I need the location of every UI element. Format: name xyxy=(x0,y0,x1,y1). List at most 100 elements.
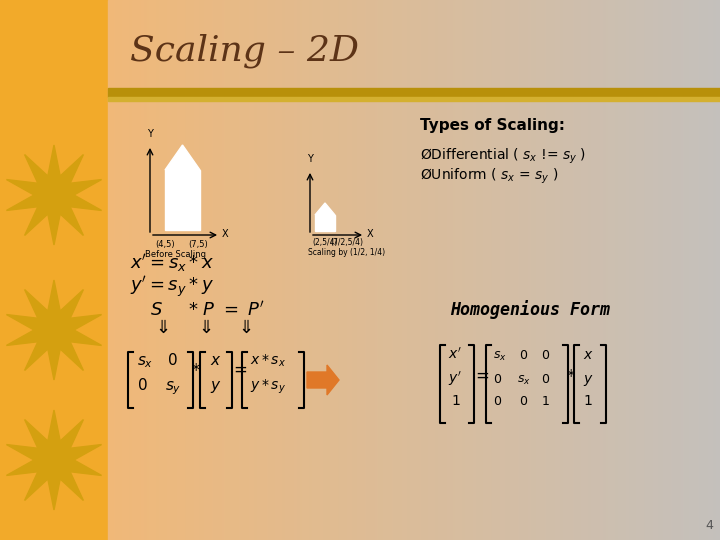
Text: $*\ P\ =\ P'$: $*\ P\ =\ P'$ xyxy=(188,300,265,319)
Bar xyxy=(122,0,125,540)
Bar xyxy=(220,0,223,540)
Bar xyxy=(155,0,158,540)
Bar xyxy=(571,0,574,540)
Bar xyxy=(505,0,509,540)
Bar xyxy=(524,0,527,540)
Text: $y' = s_y * y$: $y' = s_y * y$ xyxy=(130,275,214,300)
Bar xyxy=(563,0,566,540)
Bar xyxy=(336,0,340,540)
Text: X: X xyxy=(222,229,229,239)
Bar xyxy=(554,0,558,540)
Bar xyxy=(410,0,413,540)
Bar xyxy=(530,0,534,540)
Text: X: X xyxy=(367,229,374,239)
Bar xyxy=(225,0,228,540)
Bar xyxy=(526,0,529,540)
Bar xyxy=(204,0,207,540)
Bar xyxy=(390,0,392,540)
Text: $y$: $y$ xyxy=(583,373,594,388)
Bar xyxy=(557,0,560,540)
Bar xyxy=(140,0,144,540)
Bar xyxy=(169,0,172,540)
Bar xyxy=(573,0,576,540)
Bar xyxy=(206,0,209,540)
Bar xyxy=(504,0,507,540)
Bar xyxy=(461,0,464,540)
Bar xyxy=(372,0,374,540)
Bar xyxy=(130,0,133,540)
Bar xyxy=(690,0,693,540)
Bar xyxy=(120,0,123,540)
Bar xyxy=(445,0,448,540)
Bar xyxy=(688,0,690,540)
Bar xyxy=(516,0,519,540)
Bar xyxy=(230,0,233,540)
Polygon shape xyxy=(315,203,335,215)
Bar xyxy=(341,0,343,540)
Bar xyxy=(369,0,372,540)
Bar xyxy=(279,0,282,540)
Bar xyxy=(703,0,707,540)
Bar xyxy=(534,0,537,540)
Bar xyxy=(271,0,274,540)
Bar xyxy=(253,0,256,540)
Bar xyxy=(285,0,289,540)
Bar xyxy=(137,0,140,540)
Bar xyxy=(328,0,331,540)
Bar xyxy=(616,0,619,540)
Bar xyxy=(487,0,490,540)
Bar xyxy=(671,0,674,540)
Bar xyxy=(546,0,549,540)
Text: Homogenious Form: Homogenious Form xyxy=(450,300,610,319)
Bar xyxy=(649,0,652,540)
Text: $1$: $1$ xyxy=(583,394,593,408)
Bar xyxy=(275,0,279,540)
Bar xyxy=(306,0,309,540)
Bar xyxy=(455,0,458,540)
Bar xyxy=(382,0,384,540)
Bar xyxy=(642,0,646,540)
Bar xyxy=(565,0,568,540)
Bar xyxy=(361,0,364,540)
Bar xyxy=(712,0,715,540)
Bar xyxy=(316,0,319,540)
Bar xyxy=(581,0,585,540)
Bar xyxy=(125,0,127,540)
Text: $x$: $x$ xyxy=(583,348,594,362)
Bar xyxy=(624,0,627,540)
Text: ØDifferential ( $s_x$ != $s_y$ ): ØDifferential ( $s_x$ != $s_y$ ) xyxy=(420,147,586,166)
Bar xyxy=(196,0,199,540)
Text: Y: Y xyxy=(307,154,313,164)
Bar xyxy=(610,0,613,540)
Bar xyxy=(428,0,431,540)
Bar xyxy=(373,0,377,540)
Bar xyxy=(194,0,197,540)
Bar xyxy=(438,0,441,540)
Bar xyxy=(235,0,238,540)
Bar xyxy=(654,0,658,540)
Bar xyxy=(404,0,407,540)
Bar xyxy=(708,0,711,540)
Bar xyxy=(181,0,184,540)
Bar xyxy=(165,170,200,230)
Bar xyxy=(315,215,335,231)
Bar xyxy=(595,0,598,540)
Bar xyxy=(385,0,389,540)
Bar xyxy=(294,0,297,540)
Bar xyxy=(706,0,708,540)
Bar xyxy=(116,0,120,540)
Bar xyxy=(171,0,174,540)
Bar xyxy=(549,0,552,540)
Bar xyxy=(326,0,329,540)
Bar xyxy=(255,0,258,540)
Bar xyxy=(289,0,292,540)
Bar xyxy=(463,0,466,540)
Bar xyxy=(218,0,221,540)
Bar xyxy=(502,0,505,540)
Text: Y: Y xyxy=(147,129,153,139)
Text: Before Scaling: Before Scaling xyxy=(145,250,206,259)
Bar xyxy=(394,0,397,540)
Bar xyxy=(528,0,531,540)
Bar xyxy=(436,0,439,540)
Text: Scaling – 2D: Scaling – 2D xyxy=(130,33,359,68)
